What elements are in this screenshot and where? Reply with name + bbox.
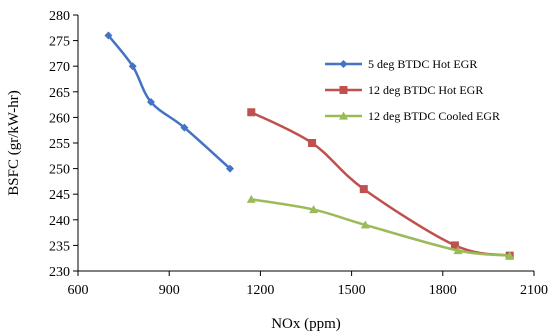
x-ticks: 600 900 1200 1500 1800 2100 (68, 271, 548, 298)
data-point (453, 246, 463, 255)
legend-item: 5 deg BTDC Hot EGR (325, 57, 477, 71)
data-point (247, 108, 256, 117)
data-point (180, 123, 189, 132)
legend-swatch-marker (339, 60, 348, 68)
y-tick-label: 230 (49, 265, 70, 280)
y-tick-label: 245 (49, 188, 70, 203)
data-point (505, 251, 515, 260)
data-point (308, 139, 317, 147)
y-tick-label: 280 (49, 9, 70, 24)
y-tick-label: 270 (49, 60, 70, 75)
x-tick-label: 1500 (338, 283, 366, 298)
data-point (359, 185, 368, 194)
legend: 5 deg BTDC Hot EGR 12 deg BTDC Hot EGR 12 … (325, 57, 500, 123)
legend-item: 12 deg BTDC Hot EGR (325, 83, 483, 97)
y-tick-label: 250 (49, 163, 70, 178)
data-point (450, 241, 459, 250)
x-tick-label: 900 (159, 283, 180, 298)
data-point (246, 194, 256, 203)
x-tick-label: 1800 (429, 283, 457, 298)
series-2 (247, 108, 514, 260)
legend-swatch-marker (339, 86, 348, 94)
y-tick-label: 265 (49, 86, 70, 101)
y-tick-label: 235 (49, 239, 70, 254)
x-tick-label: 1200 (246, 283, 274, 298)
series-line (251, 198, 510, 257)
data-point (360, 220, 370, 229)
y-tick-label: 255 (49, 137, 70, 152)
y-tick-label: 260 (49, 111, 70, 126)
legend-label: 12 deg BTDC Hot EGR (368, 83, 483, 97)
legend-label: 5 deg BTDC Hot EGR (368, 57, 477, 71)
series-line (107, 34, 231, 170)
legend-item: 12 deg BTDC Cooled EGR (325, 109, 500, 123)
axes (77, 15, 534, 272)
data-point (104, 31, 113, 40)
legend-swatch-marker (339, 111, 348, 120)
data-point (226, 164, 234, 173)
x-tick-label: 600 (68, 283, 89, 298)
x-tick-label: 2100 (520, 283, 548, 298)
legend-label: 12 deg BTDC Cooled EGR (368, 109, 500, 123)
x-axis-title: NOx (ppm) (271, 316, 341, 332)
y-tick-label: 240 (49, 214, 70, 229)
series-layer (104, 31, 515, 260)
y-ticks: 230 235 240 245 250 255 260 265 270 275 280 (49, 9, 78, 280)
data-point (128, 62, 137, 71)
series-1 (104, 31, 234, 173)
series-3 (246, 194, 515, 260)
y-tick-label: 275 (49, 35, 70, 50)
y-axis-title: BSFC (gr/kW-hr) (6, 90, 22, 195)
data-point (146, 98, 155, 107)
series-line (250, 111, 510, 257)
data-point (309, 205, 319, 214)
